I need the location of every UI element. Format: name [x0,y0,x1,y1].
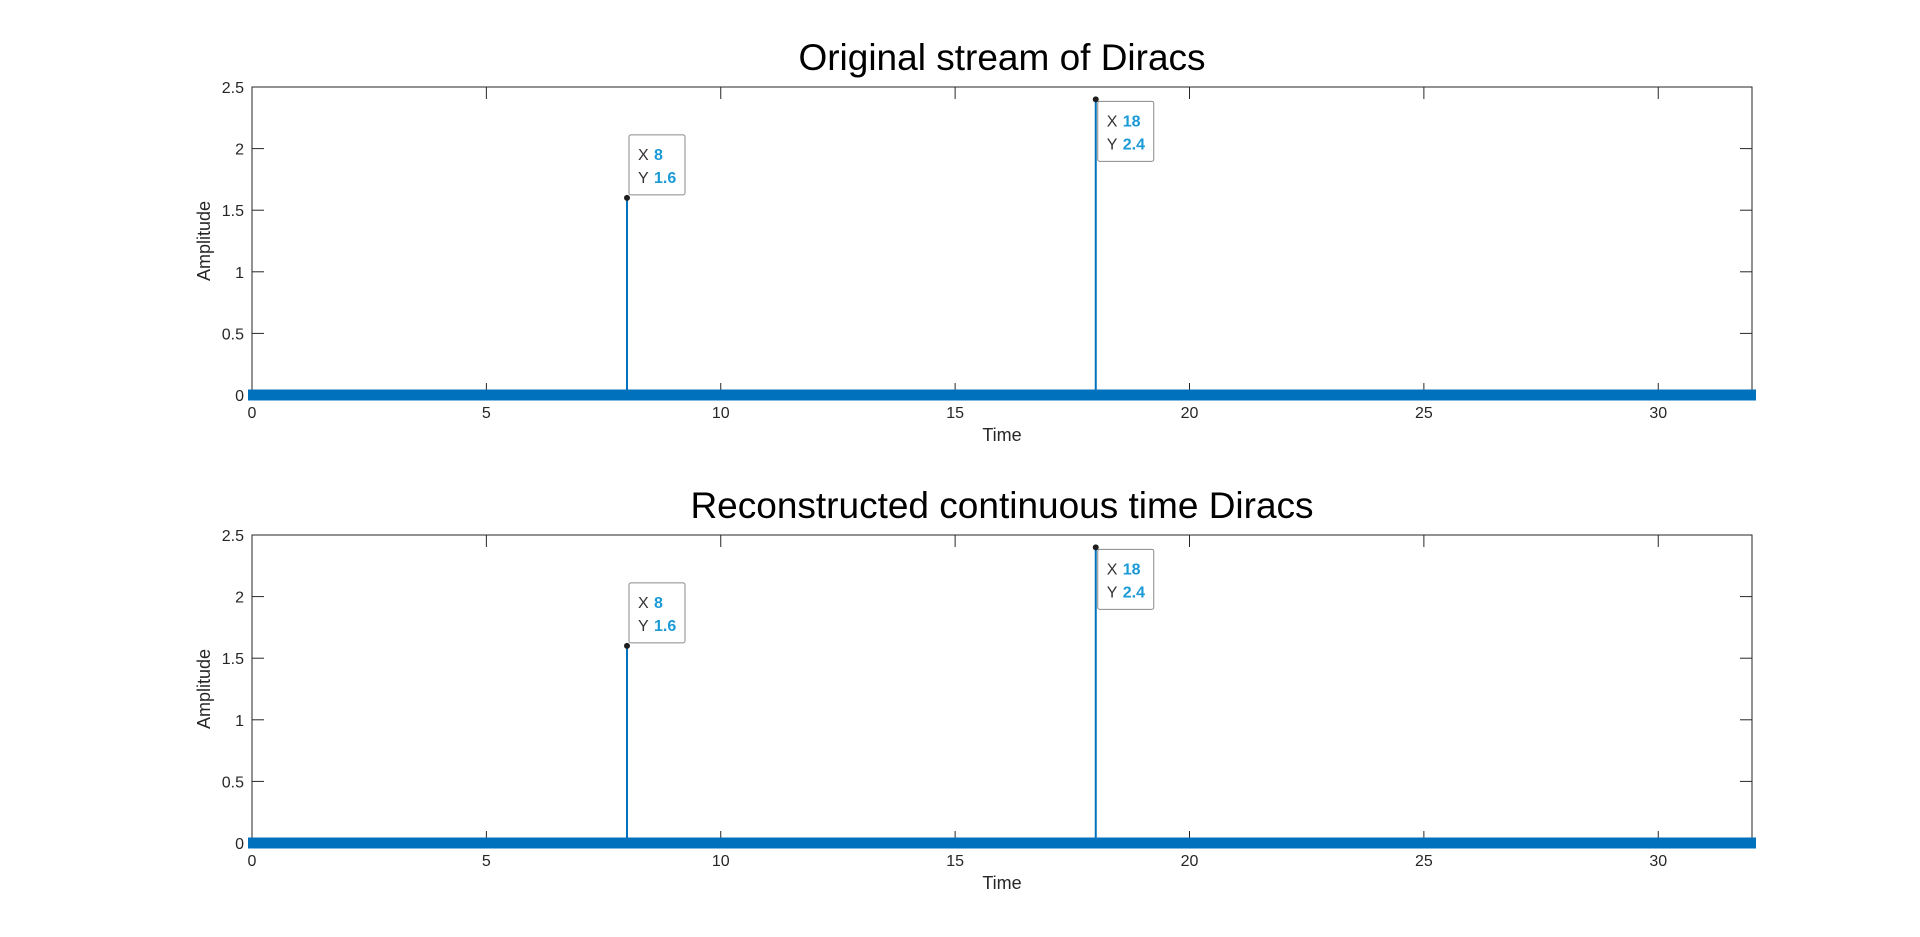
datatip-box [1097,548,1155,610]
axes-box [251,534,1753,844]
stem-point-1 [624,642,630,649]
stem-point-1 [624,194,630,201]
y-tick-label: 0.5 [222,326,244,343]
axes-box [251,86,1753,396]
y-tick-label: 1 [235,265,244,282]
x-tick-label: 30 [1649,405,1667,422]
x-tick-label: 25 [1415,853,1433,870]
datatip-y-value: 2.4 [1123,584,1145,601]
y-tick-label: 1 [235,713,244,730]
x-tick-label: 5 [482,405,491,422]
x-tick-label: 5 [482,853,491,870]
y-axis-label: Amplitude [194,201,214,281]
datatip-x-key: X [638,595,649,612]
y-tick-label: 0.5 [222,774,244,791]
x-tick-label: 10 [712,405,730,422]
datatip-box [628,134,686,196]
datatip-y-key: Y [1107,136,1118,153]
datatip-1: X 8Y 1.6 [628,134,686,196]
datatip-2: X 18 Y 2.4 [1097,548,1155,610]
chart-title: Reconstructed continuous time Diracs [690,485,1313,526]
y-tick-label: 2.5 [222,528,244,545]
datatip-2: X 18 Y 2.4 [1097,100,1155,162]
y-tick-label: 0 [235,388,244,405]
x-tick-label: 15 [946,853,964,870]
datatip-y-value: 1.6 [654,170,676,187]
datatip-box [1097,100,1155,162]
y-tick-label: 0 [235,836,244,853]
datatip-x-key: X [1107,113,1118,130]
x-tick-label: 25 [1415,405,1433,422]
stem-point-2 [1092,96,1099,103]
datatip-y-key: Y [638,170,649,187]
datatip-x-value: 8 [654,595,663,612]
datatip-x-key: X [1107,561,1118,578]
datatip-box [628,582,686,644]
y-tick-label: 1.5 [222,203,244,220]
datatip-x-key: X [638,147,649,164]
x-tick-label: 10 [712,853,730,870]
y-axis-label: Amplitude [194,649,214,729]
datatip-y-value: 1.6 [654,618,676,635]
y-tick-label: 1.5 [222,651,244,668]
y-tick-label: 2 [235,142,244,159]
datatip-x-value: 18 [1123,561,1141,578]
stem-point-2 [1092,544,1099,551]
axes-1: Original stream of Diracs 0 5 10 15 20 25 30 0 0.… [194,37,1756,445]
x-tick-label: 20 [1181,405,1199,422]
chart-title: Original stream of Diracs [798,37,1205,78]
x-axis-label: Time [982,873,1021,893]
x-tick-label: 15 [946,405,964,422]
datatip-y-key: Y [1107,584,1118,601]
datatip-x-value: 8 [654,147,663,164]
x-tick-label: 20 [1181,853,1199,870]
x-tick-label: 0 [248,405,257,422]
y-tick-label: 2.5 [222,80,244,97]
x-tick-label: 30 [1649,853,1667,870]
datatip-1: X 8Y 1.6 [628,582,686,644]
x-tick-label: 0 [248,853,257,870]
y-tick-label: 2 [235,590,244,607]
x-axis-label: Time [982,425,1021,445]
datatip-x-value: 18 [1123,113,1141,130]
datatip-y-key: Y [638,618,649,635]
datatip-y-value: 2.4 [1123,136,1145,153]
